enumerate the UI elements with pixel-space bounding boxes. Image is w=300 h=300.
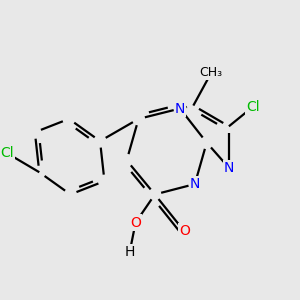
Text: N: N	[190, 177, 200, 191]
Text: O: O	[179, 224, 190, 239]
Text: H: H	[124, 245, 135, 259]
Text: Cl: Cl	[0, 146, 14, 160]
Text: CH₃: CH₃	[200, 67, 223, 80]
Text: N: N	[224, 161, 234, 175]
Text: Cl: Cl	[246, 100, 260, 114]
Text: O: O	[130, 216, 141, 230]
Text: N: N	[175, 101, 185, 116]
